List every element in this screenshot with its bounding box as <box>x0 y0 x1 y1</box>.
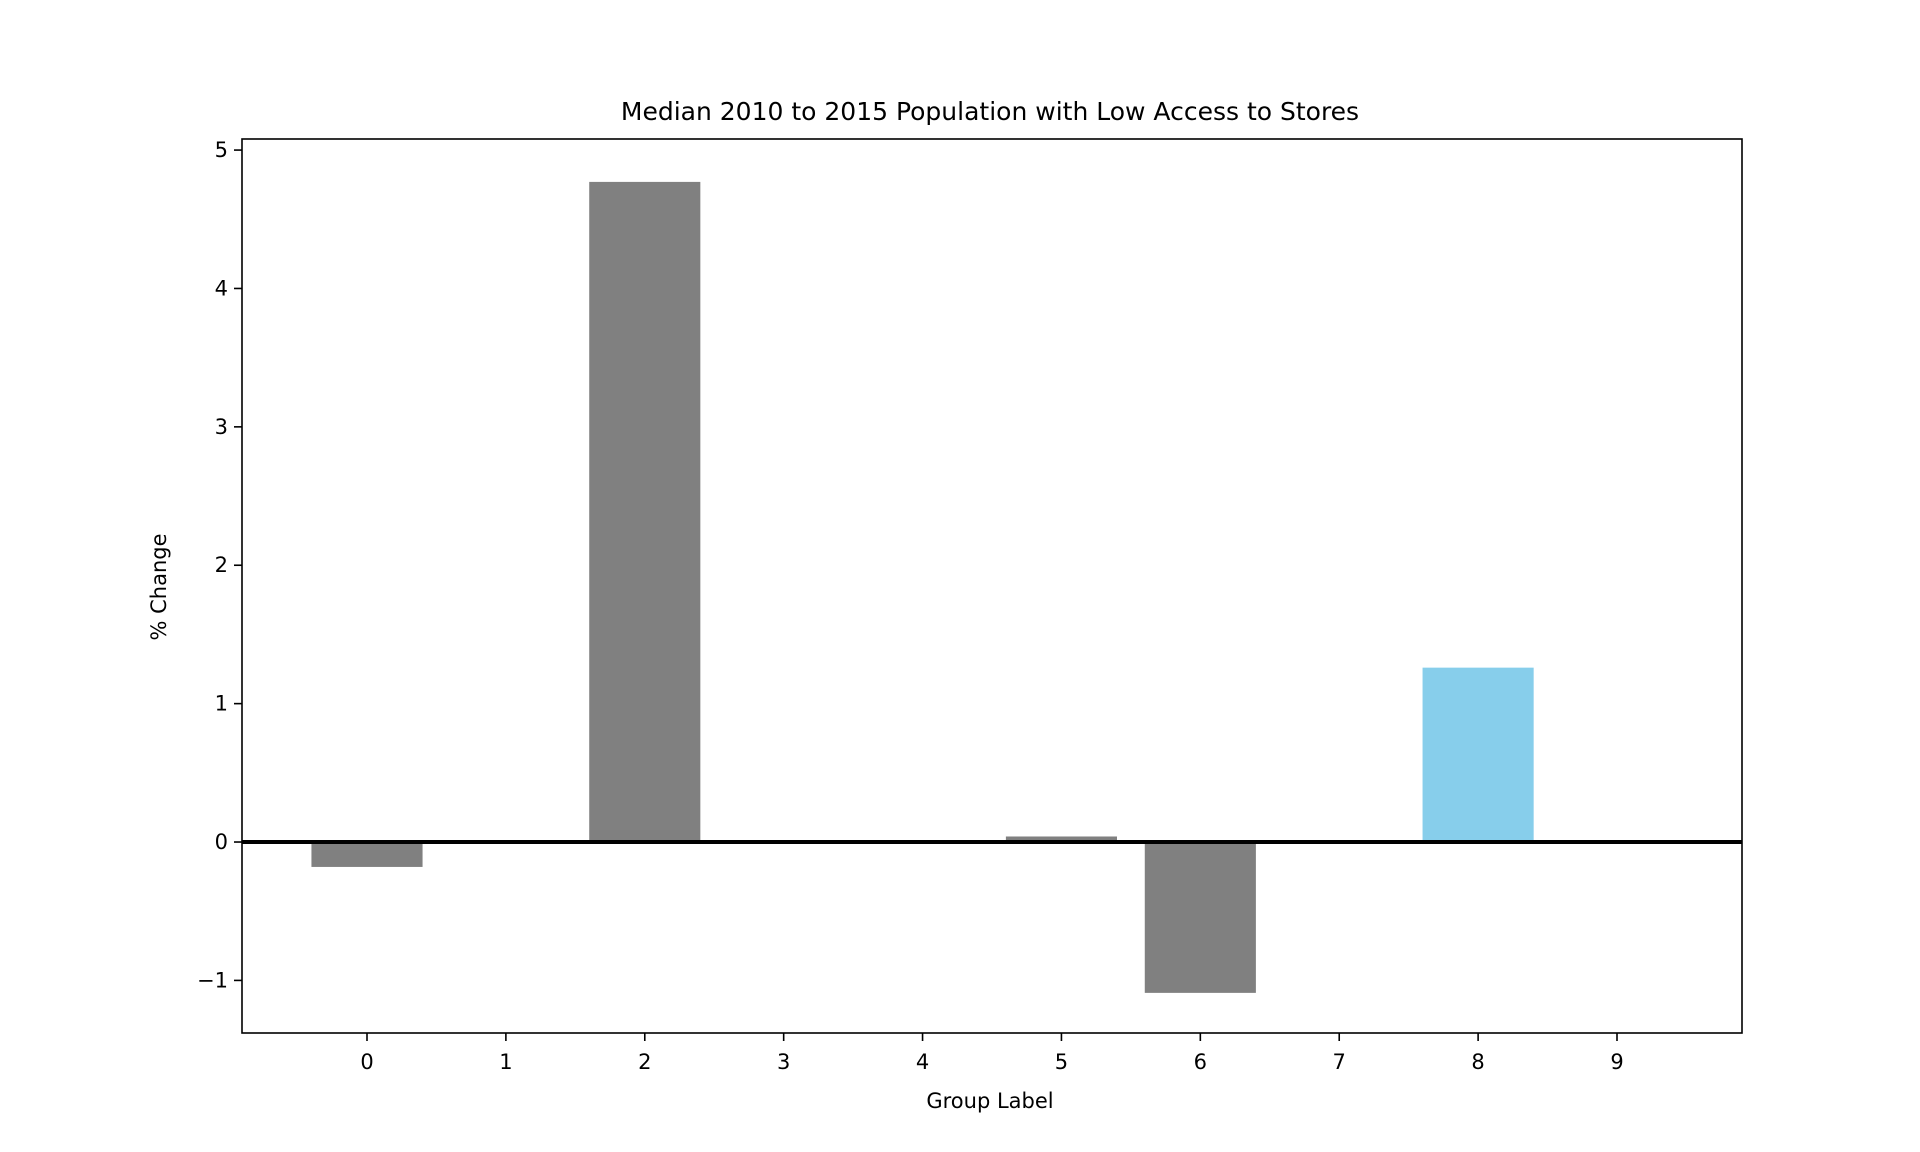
bar-0 <box>311 842 423 867</box>
y-tick-label: 4 <box>215 276 228 300</box>
y-tick-label: 5 <box>215 138 228 162</box>
x-tick-label: 4 <box>916 1050 929 1074</box>
bar-5 <box>1005 836 1117 843</box>
y-tick-label: −1 <box>197 968 228 992</box>
y-tick-label: 0 <box>215 830 228 854</box>
x-tick-label: 5 <box>1055 1050 1068 1074</box>
x-tick-label: 1 <box>499 1050 512 1074</box>
bar-2 <box>589 181 701 843</box>
x-tick-label: 7 <box>1333 1050 1346 1074</box>
bar-6 <box>1144 842 1256 993</box>
y-tick-label: 1 <box>215 692 228 716</box>
bars-layer <box>311 181 1534 993</box>
axes-layer <box>241 138 1743 1034</box>
x-tick-label: 9 <box>1610 1050 1623 1074</box>
y-ticks-layer: −1 0 1 2 3 4 5 <box>197 138 242 992</box>
y-axis-title: % Change <box>147 533 171 640</box>
x-tick-label: 0 <box>360 1050 373 1074</box>
x-tick-label: 3 <box>777 1050 790 1074</box>
y-tick-label: 2 <box>215 553 228 577</box>
y-tick-label: 3 <box>215 415 228 439</box>
x-ticks-layer: 0 1 2 3 4 5 6 7 8 9 <box>360 1033 1624 1074</box>
plot-frame <box>241 138 1743 1034</box>
x-tick-label: 6 <box>1194 1050 1207 1074</box>
x-axis-title: Group Label <box>926 1089 1053 1113</box>
x-tick-label: 2 <box>638 1050 651 1074</box>
x-tick-label: 8 <box>1471 1050 1484 1074</box>
bar-8 <box>1422 667 1534 843</box>
chart-title: Median 2010 to 2015 Population with Low … <box>621 97 1359 126</box>
